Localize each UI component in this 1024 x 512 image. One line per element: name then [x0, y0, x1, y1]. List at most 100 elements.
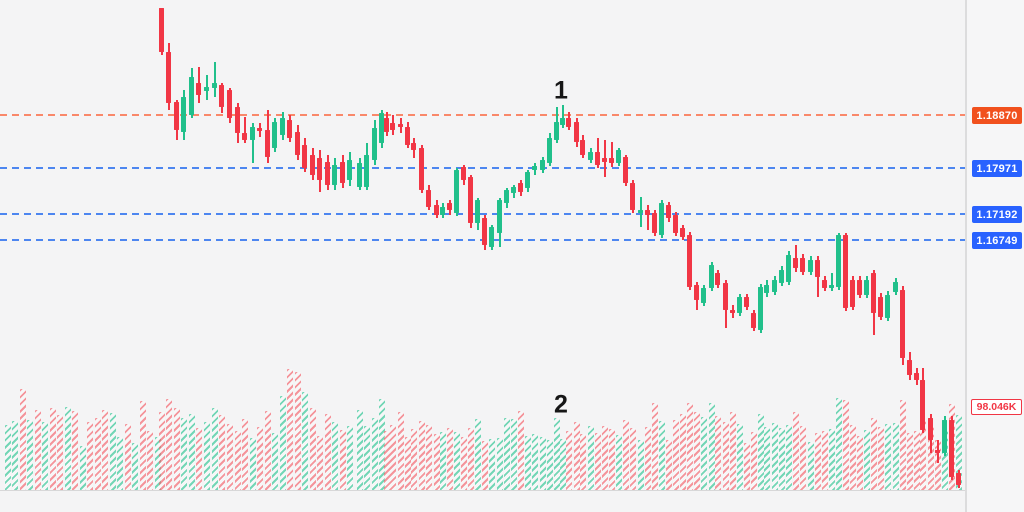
candle-body	[454, 170, 459, 213]
volume-bar	[497, 438, 503, 490]
volume-bar	[764, 427, 770, 490]
volume-bar	[426, 425, 432, 490]
candle-body	[219, 85, 224, 107]
volume-bar	[357, 410, 363, 490]
volume-bar	[489, 439, 495, 490]
candle-body	[212, 83, 217, 88]
volume-bar	[204, 422, 210, 490]
volume-bar	[942, 430, 948, 490]
volume-bar	[580, 434, 586, 490]
candle-body	[235, 107, 240, 133]
volume-bar	[616, 435, 622, 490]
candle-body	[265, 130, 270, 157]
candle-body	[786, 255, 791, 282]
candle-body	[630, 183, 635, 210]
candle-wick	[831, 273, 833, 291]
candle-body	[666, 205, 671, 218]
volume-bar	[532, 434, 538, 490]
volume-bar	[666, 440, 672, 490]
candle-body	[419, 148, 424, 190]
volume-bar	[645, 427, 651, 490]
price-axis[interactable]	[965, 0, 1024, 512]
volume-bar	[454, 432, 460, 490]
candle-body	[864, 280, 869, 295]
volume-bar	[5, 425, 11, 490]
volume-bar	[340, 430, 346, 490]
volume-bar	[623, 420, 629, 490]
volume-bar	[102, 410, 108, 490]
candle-body	[317, 158, 322, 180]
candle-body	[645, 210, 650, 215]
candle-body	[379, 113, 384, 143]
volume-bar	[12, 421, 18, 490]
volume-bar	[302, 392, 308, 490]
candle-body	[715, 273, 720, 285]
volume-bar	[332, 422, 338, 490]
volume-bar	[630, 428, 636, 490]
candle-body	[772, 280, 777, 292]
volume-bar	[779, 428, 785, 490]
volume-bar	[95, 418, 101, 490]
candle-body	[257, 128, 262, 131]
annotation-2: 2	[554, 390, 568, 419]
volume-bar	[885, 424, 891, 490]
volume-bar	[822, 431, 828, 490]
volume-bar	[956, 415, 962, 490]
volume-bar	[87, 422, 93, 490]
volume-bar	[871, 418, 877, 490]
volume-bar	[815, 433, 821, 490]
candle-body	[447, 203, 452, 210]
volume-bar	[80, 446, 86, 490]
volume-bar	[347, 426, 353, 490]
candle-body	[928, 418, 933, 440]
volume-bar	[27, 420, 33, 490]
candle-body	[836, 235, 841, 287]
volume-bar	[554, 418, 560, 490]
volume-baseline	[0, 490, 965, 491]
candle-body	[250, 127, 255, 140]
volume-bar	[920, 420, 926, 490]
candle-body	[730, 310, 735, 313]
price-tag-1.17971: 1.17971	[972, 160, 1022, 177]
candle-body	[504, 190, 509, 203]
volume-bar	[843, 400, 849, 490]
candle-body	[935, 450, 940, 453]
volume-bar	[372, 418, 378, 490]
candle-body	[942, 420, 947, 453]
volume-bar	[547, 440, 553, 490]
candle-body	[793, 258, 798, 268]
price-tag-1.17192: 1.17192	[972, 206, 1022, 223]
candle-body	[196, 83, 201, 95]
volume-bar	[166, 399, 172, 490]
volume-bar	[829, 429, 835, 490]
volume-bar	[935, 440, 941, 490]
candle-body	[357, 163, 362, 187]
volume-bar	[140, 401, 146, 490]
candle-wick	[214, 62, 216, 97]
volume-bar	[758, 414, 764, 490]
candle-body	[949, 420, 954, 477]
volume-bar	[379, 399, 385, 490]
volume-bar	[800, 426, 806, 490]
volume-bar	[405, 437, 411, 490]
volume-bar	[42, 422, 48, 490]
volume-bar	[117, 437, 123, 490]
volume-bar	[808, 442, 814, 490]
candle-body	[800, 258, 805, 272]
volume-bar	[440, 432, 446, 490]
price-tag-1.16749: 1.16749	[972, 232, 1022, 249]
volume-bar	[928, 426, 934, 490]
candle-body	[272, 122, 277, 148]
volume-bar	[212, 408, 218, 490]
candle-body	[829, 285, 834, 288]
volume-bar	[257, 427, 263, 490]
candle-body	[227, 90, 232, 118]
volume-bar	[893, 423, 899, 490]
candle-body	[808, 260, 813, 272]
volume-bar	[793, 412, 799, 490]
candle-body	[532, 166, 537, 170]
candle-body	[723, 283, 728, 310]
candle-body	[652, 213, 657, 233]
candle-wick	[252, 123, 254, 163]
